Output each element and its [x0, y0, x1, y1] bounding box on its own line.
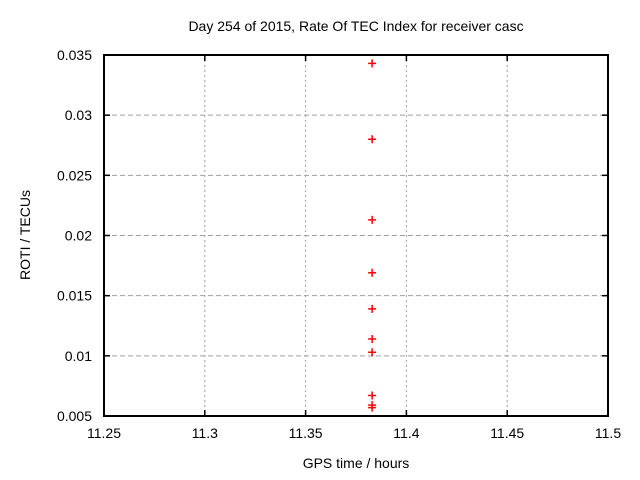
y-axis-label: ROTI / TECUs: [17, 190, 33, 280]
x-tick-label: 11.35: [289, 425, 323, 441]
data-point-plus-marker: [368, 334, 377, 343]
x-tick-label: 11.3: [192, 425, 218, 441]
y-tick-label: 0.035: [57, 47, 92, 63]
y-tick-label: 0.015: [57, 288, 92, 304]
chart-title: Day 254 of 2015, Rate Of TEC Index for r…: [188, 18, 523, 34]
data-points: [368, 59, 377, 412]
data-point-plus-marker: [368, 391, 377, 400]
y-tick-label: 0.03: [65, 107, 92, 123]
data-point-plus-marker: [368, 403, 377, 412]
x-tick-label: 11.5: [595, 425, 621, 441]
data-point-plus-marker: [368, 215, 377, 224]
grid-lines: [104, 55, 608, 416]
y-tick-label: 0.025: [57, 167, 92, 183]
x-tick-label: 11.4: [393, 425, 419, 441]
x-axis-label: GPS time / hours: [303, 455, 410, 471]
data-point-plus-marker: [368, 59, 377, 68]
data-point-plus-marker: [368, 135, 377, 144]
y-tick-label: 0.02: [65, 228, 92, 244]
y-tick-label: 0.005: [57, 408, 92, 424]
x-tick-label: 11.45: [490, 425, 524, 441]
data-point-plus-marker: [368, 348, 377, 357]
tick-labels: 11.25 11.3 11.35 11.4 11.45 11.5 0.005 0.01 0.01…: [57, 47, 621, 441]
x-tick-label: 11.25: [87, 425, 121, 441]
plot-border: [103, 54, 609, 417]
y-tick-label: 0.01: [65, 348, 92, 364]
data-point-plus-marker: [368, 268, 377, 277]
data-point-plus-marker: [368, 304, 377, 313]
